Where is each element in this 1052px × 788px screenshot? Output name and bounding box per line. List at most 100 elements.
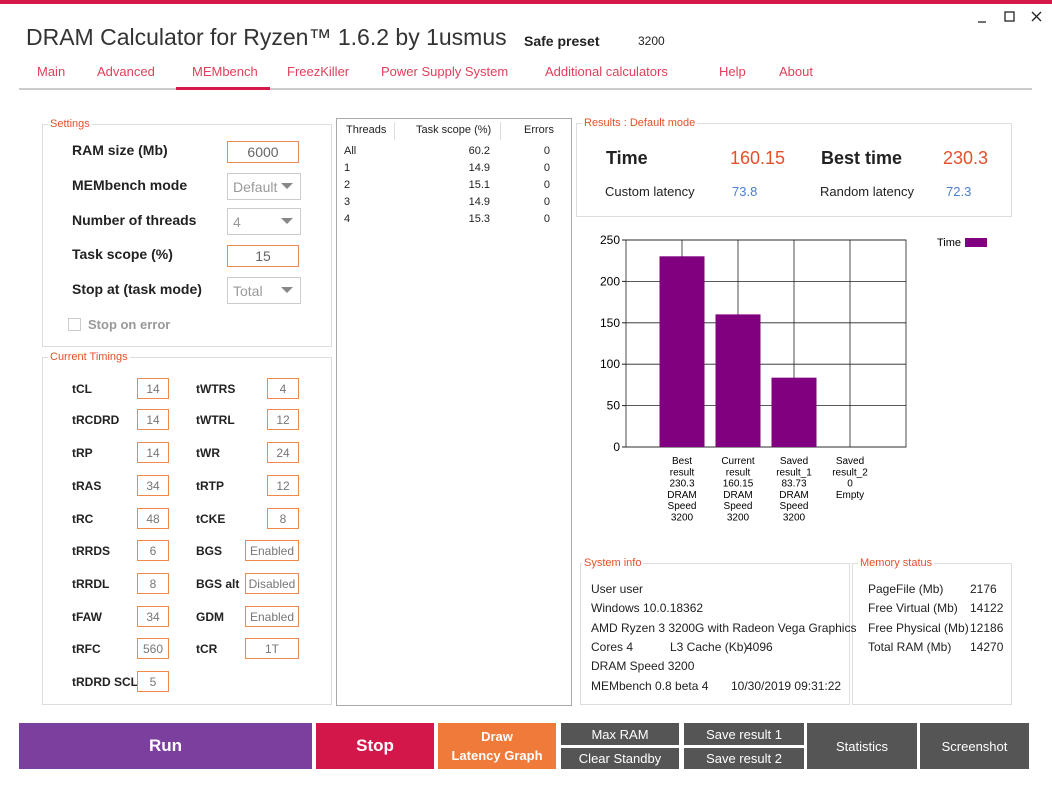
chart: 050100150200250Bestresult230.3DRAMSpeed3… [600, 233, 987, 524]
timing-box [137, 409, 169, 430]
bar [659, 256, 705, 447]
legend-swatch [965, 238, 987, 247]
table-cell: 0 [543, 179, 550, 191]
table-cell: 0 [543, 196, 550, 208]
dropdown[interactable] [227, 277, 301, 304]
active-tab-underline [176, 87, 270, 90]
tab-divider [19, 88, 1032, 90]
table-header: Task scope (%) [416, 124, 492, 136]
legend-label: Time [937, 237, 961, 249]
timing-value: 12 [276, 479, 290, 493]
preset-label: Safe preset [524, 33, 600, 49]
system-info-text: Cores 4 [591, 639, 634, 654]
checkbox-label: Stop on error [88, 317, 171, 332]
tab[interactable]: Main [37, 64, 66, 79]
timing-value: 14 [146, 382, 160, 396]
timing-box [137, 378, 169, 399]
y-tick-label: 150 [600, 316, 620, 330]
field-label: RAM size (Mb) [72, 142, 168, 158]
custom-latency-value: 73.8 [732, 184, 758, 199]
close-icon[interactable] [1031, 11, 1042, 22]
timing-box [245, 573, 299, 594]
x-tick-label: 3200 [783, 513, 806, 524]
results-group [576, 123, 1012, 217]
tab[interactable]: About [779, 64, 813, 79]
button-line: Draw [481, 729, 513, 744]
save-result-1-button[interactable]: Save result 1 [684, 723, 804, 745]
y-tick-label: 100 [600, 357, 620, 371]
maximize-icon[interactable] [1004, 11, 1015, 22]
max-ram-button[interactable]: Max RAM [561, 723, 679, 745]
timing-value: 48 [146, 512, 160, 526]
timing-label: tRAS [72, 479, 102, 493]
header-divider [394, 122, 395, 140]
table-header: Errors [524, 124, 554, 136]
tab[interactable]: FreezKiller [287, 64, 350, 79]
timing-label: BGS alt [196, 577, 240, 591]
timing-box [245, 606, 299, 627]
timing-label: tRRDS [72, 544, 110, 558]
x-tick-label: Best [672, 456, 692, 467]
clear-standby-button[interactable]: Clear Standby [561, 748, 679, 769]
timing-value: 4 [279, 382, 287, 396]
table-cell: 0 [543, 145, 550, 157]
best-time-value: 230.3 [943, 148, 989, 168]
dropdown[interactable] [227, 173, 301, 200]
tab[interactable]: Help [719, 64, 746, 79]
timing-label: tFAW [72, 610, 102, 624]
y-tick-label: 250 [600, 233, 620, 247]
tab[interactable]: Additional calculators [545, 64, 668, 79]
y-tick-label: 200 [600, 274, 620, 288]
field-label: Number of threads [72, 212, 197, 228]
draw-latency-button[interactable]: Draw Latency Graph [438, 723, 556, 769]
tab[interactable]: Power Supply System [381, 64, 509, 79]
random-latency-value: 72.3 [946, 184, 972, 199]
preset-value: 3200 [638, 34, 665, 48]
tab[interactable]: MEMbench [192, 64, 258, 79]
timing-label: tRCDRD [72, 413, 120, 427]
app-title: DRAM Calculator for Ryzen™ 1.6.2 by 1usm… [26, 24, 507, 50]
timing-value: 34 [146, 479, 160, 493]
memory-status-text: 12186 [970, 620, 1004, 635]
dropdown-value: 4 [233, 214, 241, 230]
system-info-group [580, 563, 850, 705]
x-tick-label: Saved [780, 456, 808, 467]
dropdown[interactable] [227, 208, 301, 235]
table-cell: 0 [543, 213, 550, 225]
checkbox[interactable] [68, 318, 81, 331]
field-label: MEMbench mode [72, 177, 188, 193]
timing-value: Enabled [249, 544, 295, 558]
timing-box [137, 638, 169, 659]
save-result-2-button[interactable]: Save result 2 [684, 748, 804, 769]
memory-status-text: PageFile (Mb) [868, 582, 944, 596]
tab[interactable]: Advanced [97, 64, 155, 79]
y-tick-label: 50 [607, 399, 621, 413]
x-tick-label: Empty [836, 490, 864, 501]
text-input[interactable] [227, 141, 299, 163]
input-value: 15 [255, 248, 271, 264]
timing-label: tRRDL [72, 577, 110, 591]
timing-value: Disabled [248, 577, 296, 591]
system-info-text: 4096 [746, 639, 773, 654]
x-tick-label: result_2 [832, 467, 868, 478]
timing-box [137, 508, 169, 529]
text-input[interactable] [227, 245, 299, 267]
timing-label: tCKE [196, 512, 226, 526]
x-tick-label: 160.15 [723, 479, 754, 490]
run-button[interactable]: Run [19, 723, 312, 769]
timing-label: GDM [196, 610, 224, 624]
table-cell: 60.2 [468, 145, 490, 157]
table-cell: 15.3 [468, 213, 490, 225]
stop-button[interactable]: Stop [316, 723, 434, 769]
timing-box [245, 638, 299, 659]
timing-box [137, 475, 169, 496]
x-tick-label: result [726, 467, 751, 478]
settings-group [42, 124, 332, 347]
timing-label: tWTRS [196, 382, 236, 396]
dropdown-arrow [281, 287, 293, 293]
screenshot-button[interactable]: Screenshot [920, 723, 1029, 769]
group-title: Results : Default mode [582, 117, 698, 129]
timing-value: 14 [146, 446, 160, 460]
system-info-text: User user [591, 582, 644, 596]
statistics-button[interactable]: Statistics [807, 723, 917, 769]
